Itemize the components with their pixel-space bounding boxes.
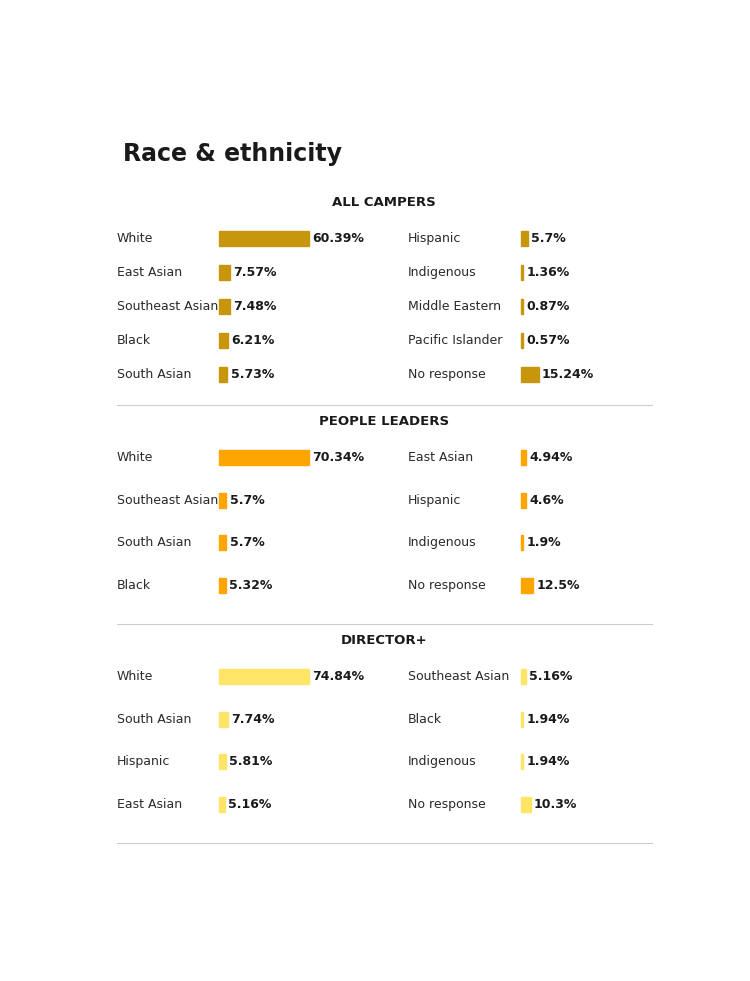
Text: Southeast Asian: Southeast Asian	[117, 493, 218, 506]
Text: 5.16%: 5.16%	[229, 798, 272, 810]
Text: 15.24%: 15.24%	[542, 368, 594, 381]
Text: Hispanic: Hispanic	[117, 755, 170, 768]
Bar	[219, 265, 230, 281]
Bar	[521, 367, 538, 382]
Text: Pacific Islander: Pacific Islander	[408, 335, 502, 347]
Text: 5.32%: 5.32%	[229, 579, 272, 592]
Text: Race & ethnicity: Race & ethnicity	[123, 142, 342, 166]
Bar	[219, 578, 226, 593]
Text: No response: No response	[408, 798, 485, 810]
Bar	[521, 578, 533, 593]
Text: 5.7%: 5.7%	[531, 232, 566, 245]
Text: 12.5%: 12.5%	[537, 579, 580, 592]
Bar	[219, 754, 226, 769]
Text: 7.57%: 7.57%	[233, 266, 277, 279]
Text: No response: No response	[408, 368, 485, 381]
Text: Hispanic: Hispanic	[408, 232, 461, 245]
Bar	[219, 711, 228, 727]
Text: White: White	[117, 670, 153, 683]
Bar	[521, 333, 523, 348]
Text: Middle Eastern: Middle Eastern	[408, 300, 501, 313]
Text: East Asian: East Asian	[117, 266, 182, 279]
Bar	[219, 232, 309, 246]
Bar	[219, 797, 225, 811]
Text: ALL CAMPERS: ALL CAMPERS	[332, 195, 436, 209]
Text: South Asian: South Asian	[117, 536, 191, 549]
Text: Hispanic: Hispanic	[408, 493, 461, 506]
Text: White: White	[117, 232, 153, 245]
Bar	[219, 299, 230, 314]
Text: 1.9%: 1.9%	[526, 536, 561, 549]
Text: Black: Black	[117, 579, 151, 592]
Bar	[521, 669, 526, 685]
Bar	[521, 797, 530, 811]
Text: 5.73%: 5.73%	[231, 368, 274, 381]
Text: Indigenous: Indigenous	[408, 536, 476, 549]
Text: East Asian: East Asian	[408, 451, 472, 464]
Text: 4.94%: 4.94%	[530, 451, 573, 464]
Text: 1.36%: 1.36%	[526, 266, 569, 279]
Text: 7.48%: 7.48%	[233, 300, 277, 313]
Text: 5.16%: 5.16%	[530, 670, 573, 683]
Bar	[219, 367, 227, 382]
Text: Indigenous: Indigenous	[408, 755, 476, 768]
Bar	[219, 535, 226, 550]
Text: 1.94%: 1.94%	[526, 712, 570, 726]
Text: 5.81%: 5.81%	[230, 755, 272, 768]
Text: PEOPLE LEADERS: PEOPLE LEADERS	[320, 415, 449, 428]
Text: 70.34%: 70.34%	[312, 451, 364, 464]
Text: 10.3%: 10.3%	[534, 798, 578, 810]
Text: South Asian: South Asian	[117, 368, 191, 381]
Text: 5.7%: 5.7%	[230, 536, 264, 549]
Text: Black: Black	[117, 335, 151, 347]
Text: No response: No response	[408, 579, 485, 592]
Bar	[219, 450, 309, 465]
Text: 5.7%: 5.7%	[230, 493, 264, 506]
Text: White: White	[117, 451, 153, 464]
Text: DIRECTOR+: DIRECTOR+	[341, 634, 427, 646]
Text: South Asian: South Asian	[117, 712, 191, 726]
Bar	[521, 450, 526, 465]
Text: Southeast Asian: Southeast Asian	[117, 300, 218, 313]
Bar	[521, 711, 523, 727]
Bar	[521, 265, 523, 281]
Bar	[219, 669, 309, 685]
Text: Indigenous: Indigenous	[408, 266, 476, 279]
Text: 1.94%: 1.94%	[526, 755, 570, 768]
Bar	[521, 754, 523, 769]
Text: 0.87%: 0.87%	[526, 300, 569, 313]
Bar	[521, 535, 523, 550]
Text: 60.39%: 60.39%	[312, 232, 364, 245]
Bar	[521, 299, 523, 314]
Bar	[521, 492, 526, 508]
Text: Southeast Asian: Southeast Asian	[408, 670, 509, 683]
Bar	[219, 333, 228, 348]
Bar	[219, 492, 226, 508]
Text: 7.74%: 7.74%	[232, 712, 275, 726]
Text: 0.57%: 0.57%	[526, 335, 570, 347]
Text: 74.84%: 74.84%	[312, 670, 364, 683]
Text: East Asian: East Asian	[117, 798, 182, 810]
Bar	[521, 232, 527, 246]
Text: 6.21%: 6.21%	[232, 335, 274, 347]
Text: Black: Black	[408, 712, 442, 726]
Text: 4.6%: 4.6%	[529, 493, 564, 506]
